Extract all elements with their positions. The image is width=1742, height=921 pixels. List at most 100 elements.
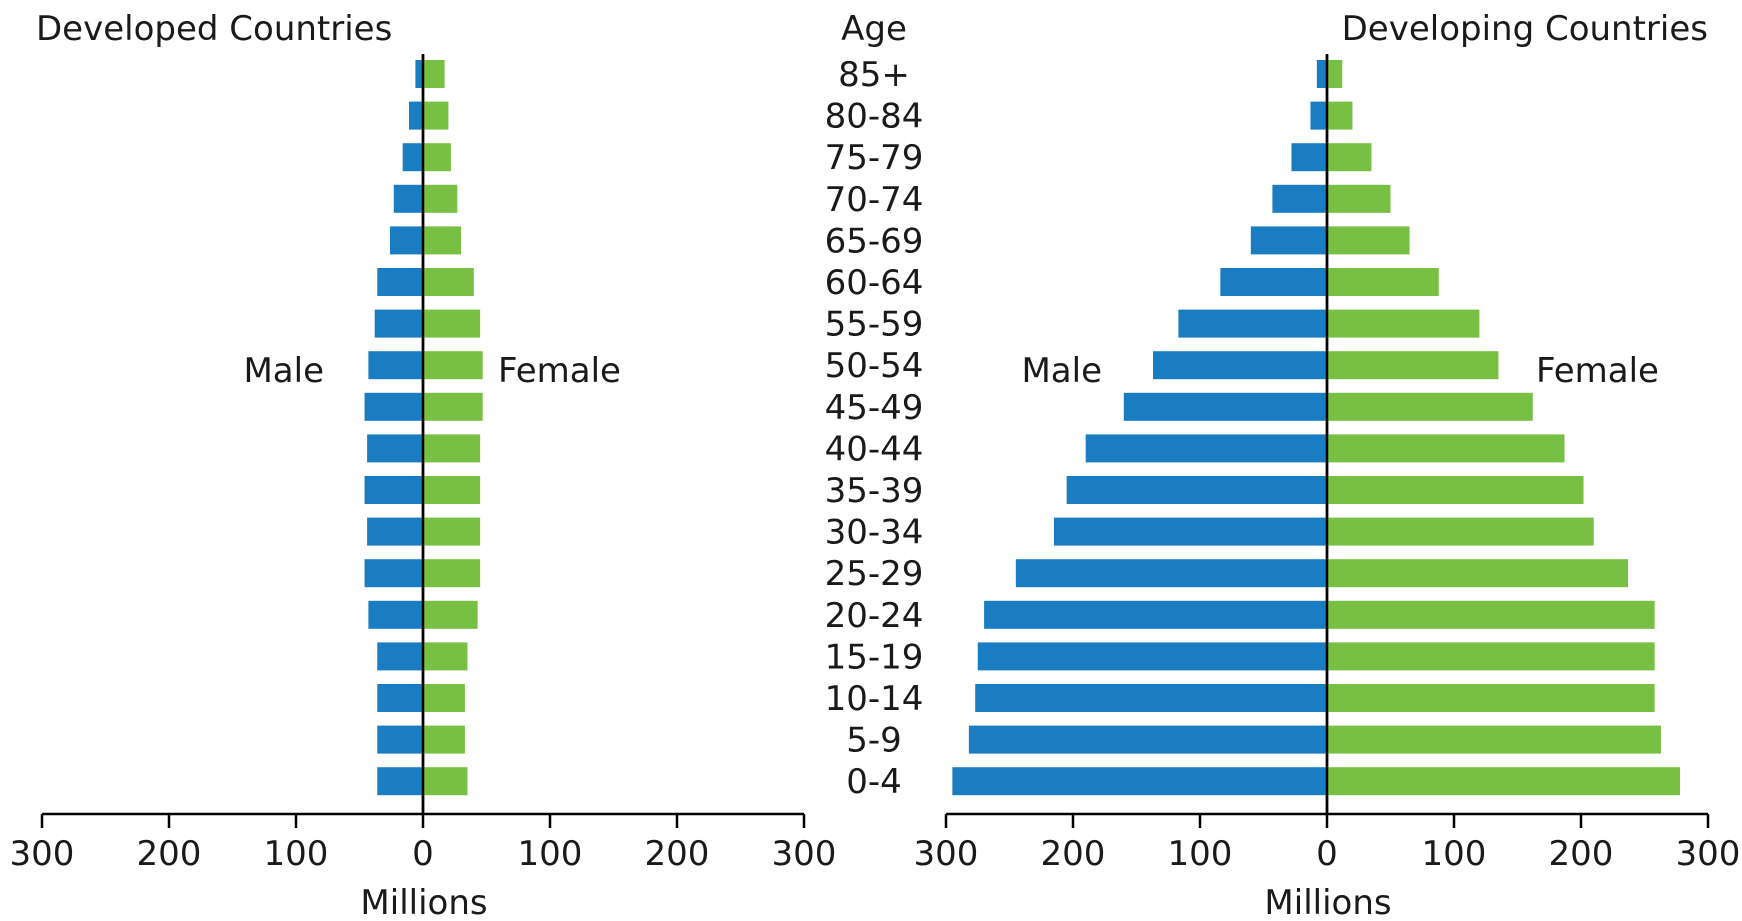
right-x-axis-label: Millions bbox=[1264, 883, 1391, 921]
right-x-tick-label: 200 bbox=[1041, 834, 1106, 874]
right-male-bar bbox=[1123, 392, 1327, 421]
left-x-tick-label: 0 bbox=[412, 834, 434, 874]
right-male-bar bbox=[1272, 184, 1327, 213]
left-female-bar bbox=[423, 684, 465, 712]
left-x-tick-label: 300 bbox=[772, 834, 837, 874]
left-male-bar bbox=[389, 226, 423, 255]
left-female-bar bbox=[423, 517, 481, 546]
right-female-bar bbox=[1327, 226, 1410, 255]
right-male-bar bbox=[1291, 143, 1327, 172]
age-group-label: 35-39 bbox=[825, 471, 924, 511]
right-male-bar bbox=[1220, 268, 1327, 296]
right-male-bar bbox=[1085, 434, 1327, 463]
age-group-label: 80-84 bbox=[825, 97, 924, 137]
right-female-bar bbox=[1327, 184, 1391, 213]
right-male-label: Male bbox=[1021, 351, 1102, 391]
age-group-label: 30-34 bbox=[825, 513, 924, 553]
right-x-tick-label: 200 bbox=[1549, 834, 1614, 874]
left-female-bar bbox=[423, 226, 462, 255]
left-male-bar bbox=[377, 767, 423, 796]
right-female-bar bbox=[1327, 60, 1343, 88]
right-female-bar bbox=[1327, 725, 1662, 754]
left-x-tick-label: 200 bbox=[137, 834, 202, 874]
right-x-tick-label: 100 bbox=[1422, 834, 1487, 874]
left-x-tick-label: 200 bbox=[645, 834, 710, 874]
left-male-bar bbox=[377, 684, 423, 712]
left-female-bar bbox=[423, 309, 481, 338]
right-male-bar bbox=[1153, 351, 1327, 380]
left-female-bar bbox=[423, 559, 481, 588]
left-male-label: Male bbox=[243, 351, 324, 391]
right-female-bar bbox=[1327, 392, 1533, 421]
age-group-label: 0-4 bbox=[846, 762, 902, 802]
age-group-label: 5-9 bbox=[846, 721, 902, 761]
age-group-label: 25-29 bbox=[825, 554, 924, 594]
left-female-bar bbox=[423, 642, 468, 671]
right-male-bar bbox=[1053, 517, 1327, 546]
right-x-tick-label: 300 bbox=[914, 834, 979, 874]
age-group-label: 70-74 bbox=[825, 180, 924, 220]
left-male-bar bbox=[374, 309, 423, 338]
right-female-bar bbox=[1327, 476, 1584, 504]
left-male-bar bbox=[377, 725, 423, 754]
left-x-tick-label: 100 bbox=[518, 834, 583, 874]
right-male-bar bbox=[952, 767, 1327, 796]
left-female-bar bbox=[423, 725, 465, 754]
left-male-bar bbox=[393, 184, 423, 213]
left-female-bar bbox=[423, 101, 449, 130]
left-female-bar bbox=[423, 392, 483, 421]
right-female-bar bbox=[1327, 642, 1655, 671]
right-female-bar bbox=[1327, 517, 1594, 546]
right-female-bar bbox=[1327, 767, 1681, 796]
right-male-bar bbox=[1250, 226, 1327, 255]
age-group-label: 50-54 bbox=[825, 346, 924, 386]
left-male-bar bbox=[368, 351, 423, 380]
left-female-bar bbox=[423, 184, 458, 213]
left-male-bar bbox=[367, 434, 423, 463]
left-male-bar bbox=[364, 392, 423, 421]
age-group-label: 60-64 bbox=[825, 263, 924, 303]
left-female-bar bbox=[423, 60, 445, 88]
left-female-bar bbox=[423, 143, 451, 172]
left-female-bar bbox=[423, 767, 468, 796]
age-axis-title: Age bbox=[841, 9, 907, 49]
age-group-label: 20-24 bbox=[825, 596, 924, 636]
age-group-label: 65-69 bbox=[825, 221, 924, 261]
left-male-bar bbox=[377, 642, 423, 671]
age-group-label: 15-19 bbox=[825, 637, 924, 677]
right-female-bar bbox=[1327, 600, 1655, 629]
age-group-label: 10-14 bbox=[825, 679, 924, 719]
left-x-tick-label: 100 bbox=[264, 834, 329, 874]
right-male-bar bbox=[975, 684, 1327, 712]
left-x-tick-label: 300 bbox=[10, 834, 75, 874]
right-female-bar bbox=[1327, 101, 1353, 130]
right-male-bar bbox=[1316, 60, 1327, 88]
right-female-bar bbox=[1327, 434, 1565, 463]
left-male-bar bbox=[377, 268, 423, 296]
right-female-bar bbox=[1327, 684, 1655, 712]
left-female-bar bbox=[423, 434, 481, 463]
right-male-bar bbox=[968, 725, 1327, 754]
right-male-bar bbox=[984, 600, 1327, 629]
age-group-label: 45-49 bbox=[825, 388, 924, 428]
age-group-label: 75-79 bbox=[825, 138, 924, 178]
left-female-label: Female bbox=[498, 351, 621, 391]
left-female-bar bbox=[423, 600, 478, 629]
left-male-bar bbox=[364, 559, 423, 588]
left-male-bar bbox=[415, 60, 423, 88]
right-female-bar bbox=[1327, 351, 1499, 380]
right-x-tick-label: 0 bbox=[1316, 834, 1338, 874]
right-male-bar bbox=[1178, 309, 1327, 338]
right-female-label: Female bbox=[1536, 351, 1659, 391]
left-male-bar bbox=[364, 476, 423, 504]
left-chart-title: Developed Countries bbox=[36, 9, 392, 49]
left-male-bar bbox=[367, 517, 423, 546]
right-female-bar bbox=[1327, 268, 1439, 296]
age-group-label: 85+ bbox=[838, 55, 910, 95]
left-x-axis-label: Millions bbox=[360, 883, 487, 921]
right-male-bar bbox=[1066, 476, 1327, 504]
right-female-bar bbox=[1327, 309, 1480, 338]
left-male-bar bbox=[409, 101, 423, 130]
right-male-bar bbox=[1310, 101, 1327, 130]
